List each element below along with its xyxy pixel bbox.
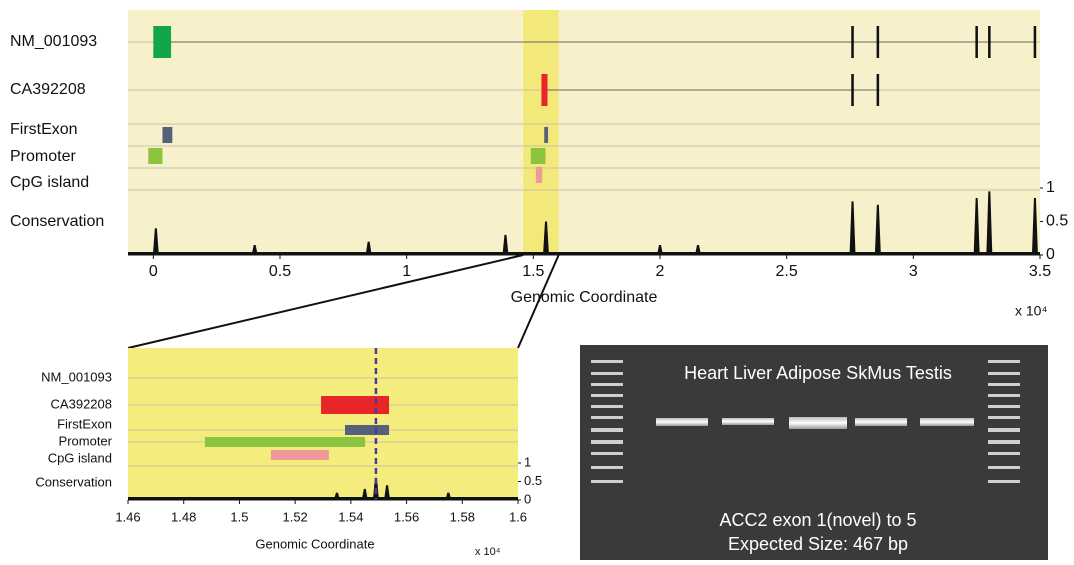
conservation-peak [695,244,701,255]
plot-background [128,348,518,500]
feature [544,127,549,143]
conservation-peak [502,234,509,255]
ladder-left [591,360,623,483]
plot-background [128,10,1040,255]
track-label: CpG island [48,450,112,465]
y-tick-label: 1 [1046,179,1055,196]
gel-image: Heart Liver Adipose SkMus Testis ACC2 ex… [580,345,1048,560]
track-label: CA392208 [10,81,86,98]
feature [153,26,172,58]
conservation-peak [152,228,159,255]
track-label: NM_001093 [10,33,97,50]
conservation-peak [874,204,881,255]
feature [876,26,880,58]
feature [851,74,854,106]
track-label: Conservation [10,213,104,230]
track-label: CpG island [10,174,89,191]
conservation-baseline [128,252,1040,255]
ladder-right [988,360,1020,483]
gel-caption: ACC2 exon 1(novel) to 5 [719,510,916,530]
feature [530,148,546,164]
x-axis-label: Genomic Coordinate [255,536,374,551]
y-tick-label: 1 [524,454,531,469]
conservation-peak [1031,198,1038,255]
conservation-baseline [128,497,518,500]
x-axis-label: Genomic Coordinate [511,289,658,306]
track-label: Promoter [59,433,113,448]
axis-exponent: x 10⁴ [475,546,501,558]
x-tick-label: 0.5 [269,263,291,280]
x-tick-label: 1.48 [171,509,196,524]
x-tick-label: 2.5 [776,263,798,280]
track-label: CA392208 [51,396,112,411]
x-tick-label: 1.56 [394,509,419,524]
track-label: NM_001093 [41,369,112,384]
feature [345,425,390,435]
track-label: FirstExon [57,416,112,431]
track-label: Conservation [35,474,112,489]
feature [204,437,366,447]
y-tick-label: 0 [1046,246,1055,263]
zoom-connector [127,254,524,349]
x-tick-label: 1.46 [115,509,140,524]
x-tick-label: 3.5 [1029,263,1051,280]
track-label: FirstExon [10,121,78,138]
y-tick-label: 0 [524,491,531,506]
x-tick-label: 1.6 [509,509,527,524]
x-tick-label: 1.5 [522,263,544,280]
y-tick-label: 0.5 [524,473,542,488]
x-tick-label: 1.58 [450,509,475,524]
track-label: Promoter [10,148,76,165]
conservation-peak [445,492,452,500]
conservation-peak [361,488,368,500]
x-tick-label: 1.54 [338,509,363,524]
feature [988,26,991,58]
conservation-peak [333,492,340,500]
conservation-peak [251,244,258,255]
axis-exponent: x 10⁴ [1015,303,1047,319]
gel-caption: Expected Size: 467 bp [728,534,908,554]
feature [270,450,329,460]
feature [162,127,173,143]
x-tick-label: 1 [402,263,411,280]
y-tick-label: 0.5 [1046,213,1068,230]
feature [148,148,163,164]
sample-bands [656,417,974,429]
zoom-highlight [523,10,559,255]
x-tick-label: 2 [656,263,665,280]
conservation-peak [986,191,993,255]
feature [975,26,978,58]
feature [851,26,854,58]
x-tick-label: 1.52 [282,509,307,524]
conservation-peak [657,244,663,255]
conservation-peak [365,241,372,255]
feature [541,74,548,106]
conservation-peak [384,485,391,500]
feature [321,396,390,414]
gel-header: Heart Liver Adipose SkMus Testis [684,363,952,383]
zoom-connector [517,254,560,349]
gel-background [580,345,1048,560]
x-tick-label: 3 [909,263,918,280]
conservation-peak [973,198,980,255]
x-tick-label: 0 [149,263,158,280]
feature [1033,26,1037,58]
feature [535,167,543,183]
feature [876,74,880,106]
conservation-peak [849,201,856,255]
conservation-peak [543,221,549,255]
x-tick-label: 1.5 [230,509,248,524]
